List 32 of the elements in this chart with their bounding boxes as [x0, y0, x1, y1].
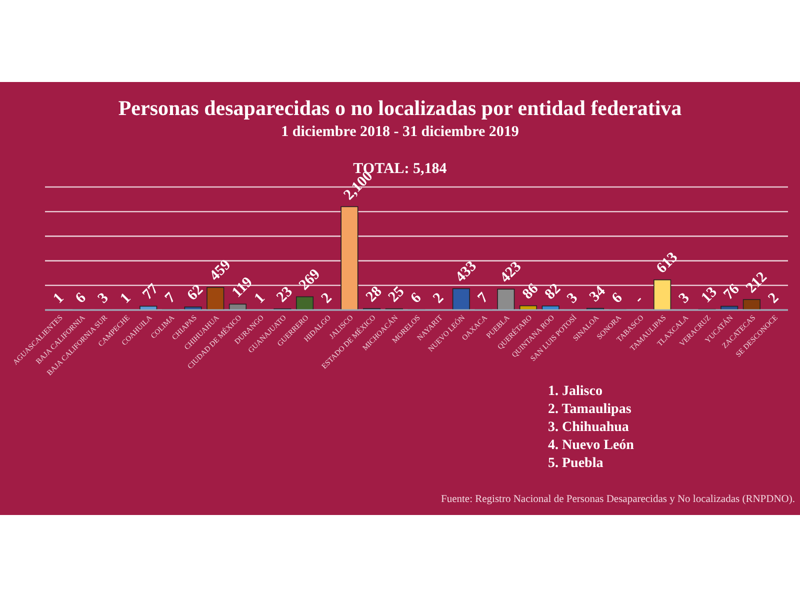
- text: 4. Nuevo León: [548, 438, 634, 453]
- text: 3. Chihuahua: [548, 420, 629, 435]
- data-label: 3: [676, 290, 693, 307]
- data-label: 6: [609, 290, 626, 307]
- data-label: 76: [720, 280, 744, 304]
- data-label: 433: [452, 258, 480, 286]
- data-label: 7: [475, 290, 492, 306]
- data-label: 34: [586, 282, 610, 306]
- data-label: 2: [430, 290, 447, 307]
- data-label: 6: [408, 290, 425, 307]
- data-label: 1: [118, 290, 134, 307]
- data-label: 2: [766, 290, 782, 307]
- text: 2. Tamaulipas: [548, 402, 632, 417]
- chart-subtitle: 1 diciembre 2018 - 31 diciembre 2019: [281, 124, 519, 140]
- data-label: 3: [564, 290, 582, 307]
- text: -: [631, 292, 646, 307]
- source-note: Fuente: Registro Nacional de Personas Desaparecidas y No localizadas (RNPDNO).: [441, 494, 795, 505]
- data-label: 77: [140, 280, 162, 304]
- data-label: 1: [50, 290, 68, 307]
- data-label: 613: [654, 249, 682, 277]
- data-label: 7: [162, 290, 180, 306]
- data-label: 6: [72, 290, 90, 307]
- data-label: 23: [274, 284, 296, 306]
- text: 1. Jalisco: [548, 384, 602, 399]
- data-label: 62: [184, 282, 206, 304]
- data-label: 82: [542, 280, 564, 303]
- chart-title: Personas desaparecidas o no localizadas por entidad federativa: [118, 96, 682, 120]
- data-label: 3: [95, 290, 112, 307]
- data-label: 13: [698, 284, 720, 306]
- text: 5. Puebla: [548, 456, 604, 471]
- data-label: 25: [386, 284, 408, 306]
- data-label: 28: [363, 284, 386, 306]
